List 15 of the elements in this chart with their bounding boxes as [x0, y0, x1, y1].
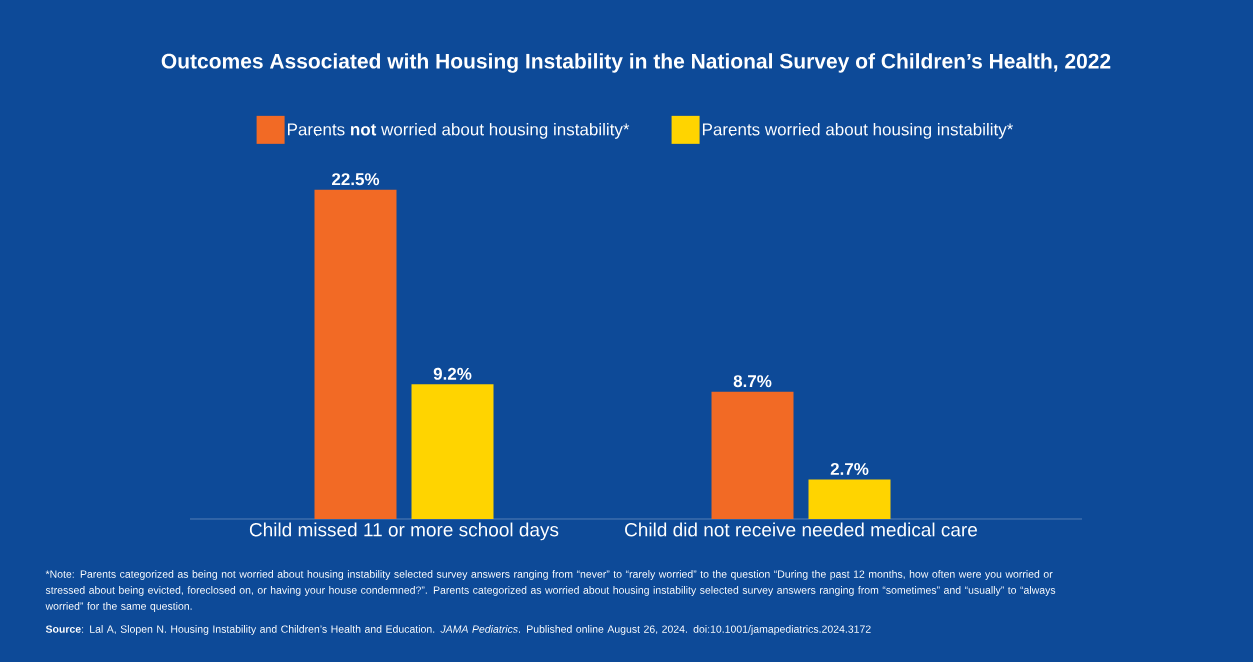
- bar: [711, 391, 794, 519]
- bar: [808, 479, 891, 519]
- text: *Note: Parents categorized as being not worried about housing instability selected survey answers ranging from “never” to “rarely worried” to the question “During the past 12 months, how often were you worried or stressed about being evicted, foreclosed on, or having your house condemned?”. Parents categorized as worried about housing instability selected survey answers ranging from “sometimes” and “usually” to “always worried” for the same question.: [45, 570, 1056, 612]
- bar: [314, 189, 397, 519]
- x-tick-label: Child missed 11 or more school days: [249, 522, 559, 541]
- legend-label: Parents not worried about housing instability*: [287, 122, 630, 139]
- chart-title: Outcomes Associated with Housing Instability in the National Survey of Children’s Health, 2022: [161, 53, 1111, 73]
- text: Source: Lal A, Slopen N. Housing Instability and Children’s Health and Education. JAMA Pediatrics. Published online August 26, 2024. doi:10.1001/jamapediatrics.2024.3172: [45, 625, 871, 635]
- bar: [411, 384, 494, 519]
- data-label: 2.7%: [830, 462, 869, 475]
- data-label: 22.5%: [332, 173, 380, 186]
- legend-label: Parents worried about housing instability*: [702, 122, 1014, 139]
- data-label: 9.2%: [433, 367, 472, 380]
- data-label: 8.7%: [733, 375, 772, 388]
- x-tick-label: Child did not receive needed medical care: [625, 522, 977, 537]
